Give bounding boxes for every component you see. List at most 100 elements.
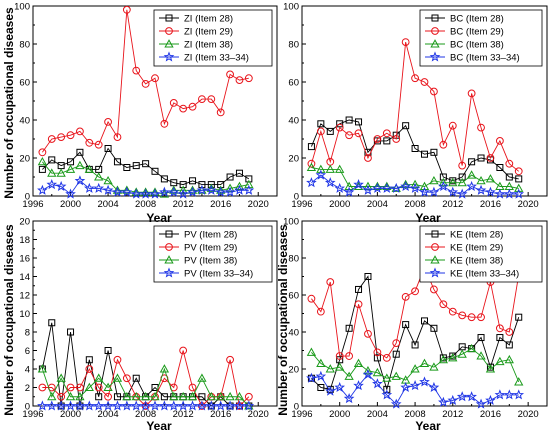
- data-point: [324, 385, 336, 396]
- data-point: [104, 347, 112, 354]
- data-point: [485, 186, 496, 197]
- data-point: [456, 391, 468, 402]
- data-point: [234, 184, 245, 195]
- data-point: [179, 104, 188, 113]
- legend-label: PV (Item 33–34): [184, 268, 253, 279]
- data-point: [131, 187, 141, 196]
- data-point: [477, 313, 485, 322]
- data-point: [75, 391, 85, 401]
- data-point: [401, 38, 410, 46]
- data-point: [409, 380, 421, 391]
- data-point: [363, 181, 373, 190]
- data-point: [159, 364, 170, 373]
- data-point: [150, 391, 160, 401]
- data-point: [476, 175, 486, 185]
- data-point: [428, 381, 440, 393]
- data-point: [419, 358, 430, 367]
- data-point: [504, 354, 514, 364]
- data-point: [457, 349, 467, 358]
- data-point: [477, 123, 485, 132]
- data-point: [196, 184, 208, 195]
- data-point: [57, 133, 66, 142]
- data-point: [390, 182, 402, 193]
- data-point: [372, 182, 383, 193]
- x-tick-label: 2016: [480, 199, 501, 210]
- data-point: [188, 102, 197, 111]
- legend-marker: [165, 14, 173, 22]
- data-point: [216, 185, 226, 194]
- data-point: [383, 137, 391, 145]
- legend-marker: [431, 243, 439, 251]
- data-point: [345, 131, 354, 140]
- data-point: [325, 364, 335, 373]
- data-point: [132, 162, 140, 170]
- data-point: [315, 169, 327, 180]
- data-point: [95, 393, 103, 401]
- data-point: [505, 173, 513, 181]
- data-point: [112, 373, 123, 382]
- series-star: [306, 169, 525, 199]
- data-point: [103, 382, 113, 391]
- data-point: [38, 148, 47, 157]
- legend-marker: [429, 267, 441, 278]
- data-point: [514, 183, 524, 192]
- data-point: [66, 383, 75, 392]
- data-point: [428, 186, 440, 197]
- data-point: [123, 164, 131, 171]
- data-point: [316, 164, 326, 173]
- data-point: [448, 177, 458, 187]
- data-point: [513, 389, 525, 400]
- data-point: [178, 391, 188, 401]
- data-point: [345, 352, 354, 360]
- y-tick-label: 60: [19, 77, 30, 88]
- data-point: [449, 177, 457, 185]
- panel-bc: 1996 2000 2004 2008 2012 2016 2020 0 20 40 60 80 100…: [283, 1, 548, 210]
- data-point: [477, 334, 485, 342]
- legend-label: ZI (Item 29): [184, 26, 233, 37]
- data-point: [235, 76, 244, 84]
- x-tick-label: 2020: [518, 199, 539, 210]
- x-tick-label: 2012: [442, 199, 463, 210]
- data-point: [198, 181, 206, 189]
- data-point: [382, 373, 392, 382]
- data-point: [38, 383, 47, 392]
- series-triangle: [306, 343, 524, 386]
- data-point: [94, 140, 103, 149]
- data-point: [420, 78, 429, 86]
- data-point: [160, 119, 169, 128]
- data-point: [47, 391, 57, 401]
- legend-marker: [430, 39, 440, 48]
- data-point: [447, 186, 459, 197]
- data-point: [76, 383, 84, 392]
- data-point: [343, 393, 355, 404]
- data-point: [458, 311, 467, 320]
- y-tick-label: 0: [25, 191, 30, 202]
- data-point: [85, 138, 94, 147]
- y-tick-label: 20: [288, 364, 299, 375]
- data-point: [76, 127, 84, 136]
- data-point: [430, 87, 438, 96]
- y-axis-title-right-bottom: Number of occupational diseases: [276, 224, 290, 416]
- data-point: [85, 356, 93, 364]
- data-point: [401, 179, 411, 189]
- data-point: [419, 376, 430, 387]
- x-tick-label: 2012: [173, 409, 194, 420]
- data-point: [400, 381, 411, 393]
- data-point: [149, 400, 161, 411]
- y-tick-label: 10: [19, 309, 30, 320]
- data-point: [373, 348, 382, 357]
- data-point: [113, 133, 122, 142]
- data-point: [46, 179, 58, 190]
- data-point: [364, 329, 372, 338]
- data-point: [169, 185, 179, 194]
- data-point: [486, 154, 495, 162]
- data-point: [66, 131, 75, 140]
- data-point: [324, 177, 336, 188]
- legend-marker: [431, 230, 439, 238]
- data-point: [112, 185, 123, 194]
- data-point: [438, 396, 449, 407]
- legend-marker: [165, 243, 173, 251]
- x-axis-title-top-left: Year: [146, 211, 172, 225]
- legend-marker: [164, 39, 174, 48]
- data-point: [316, 358, 326, 367]
